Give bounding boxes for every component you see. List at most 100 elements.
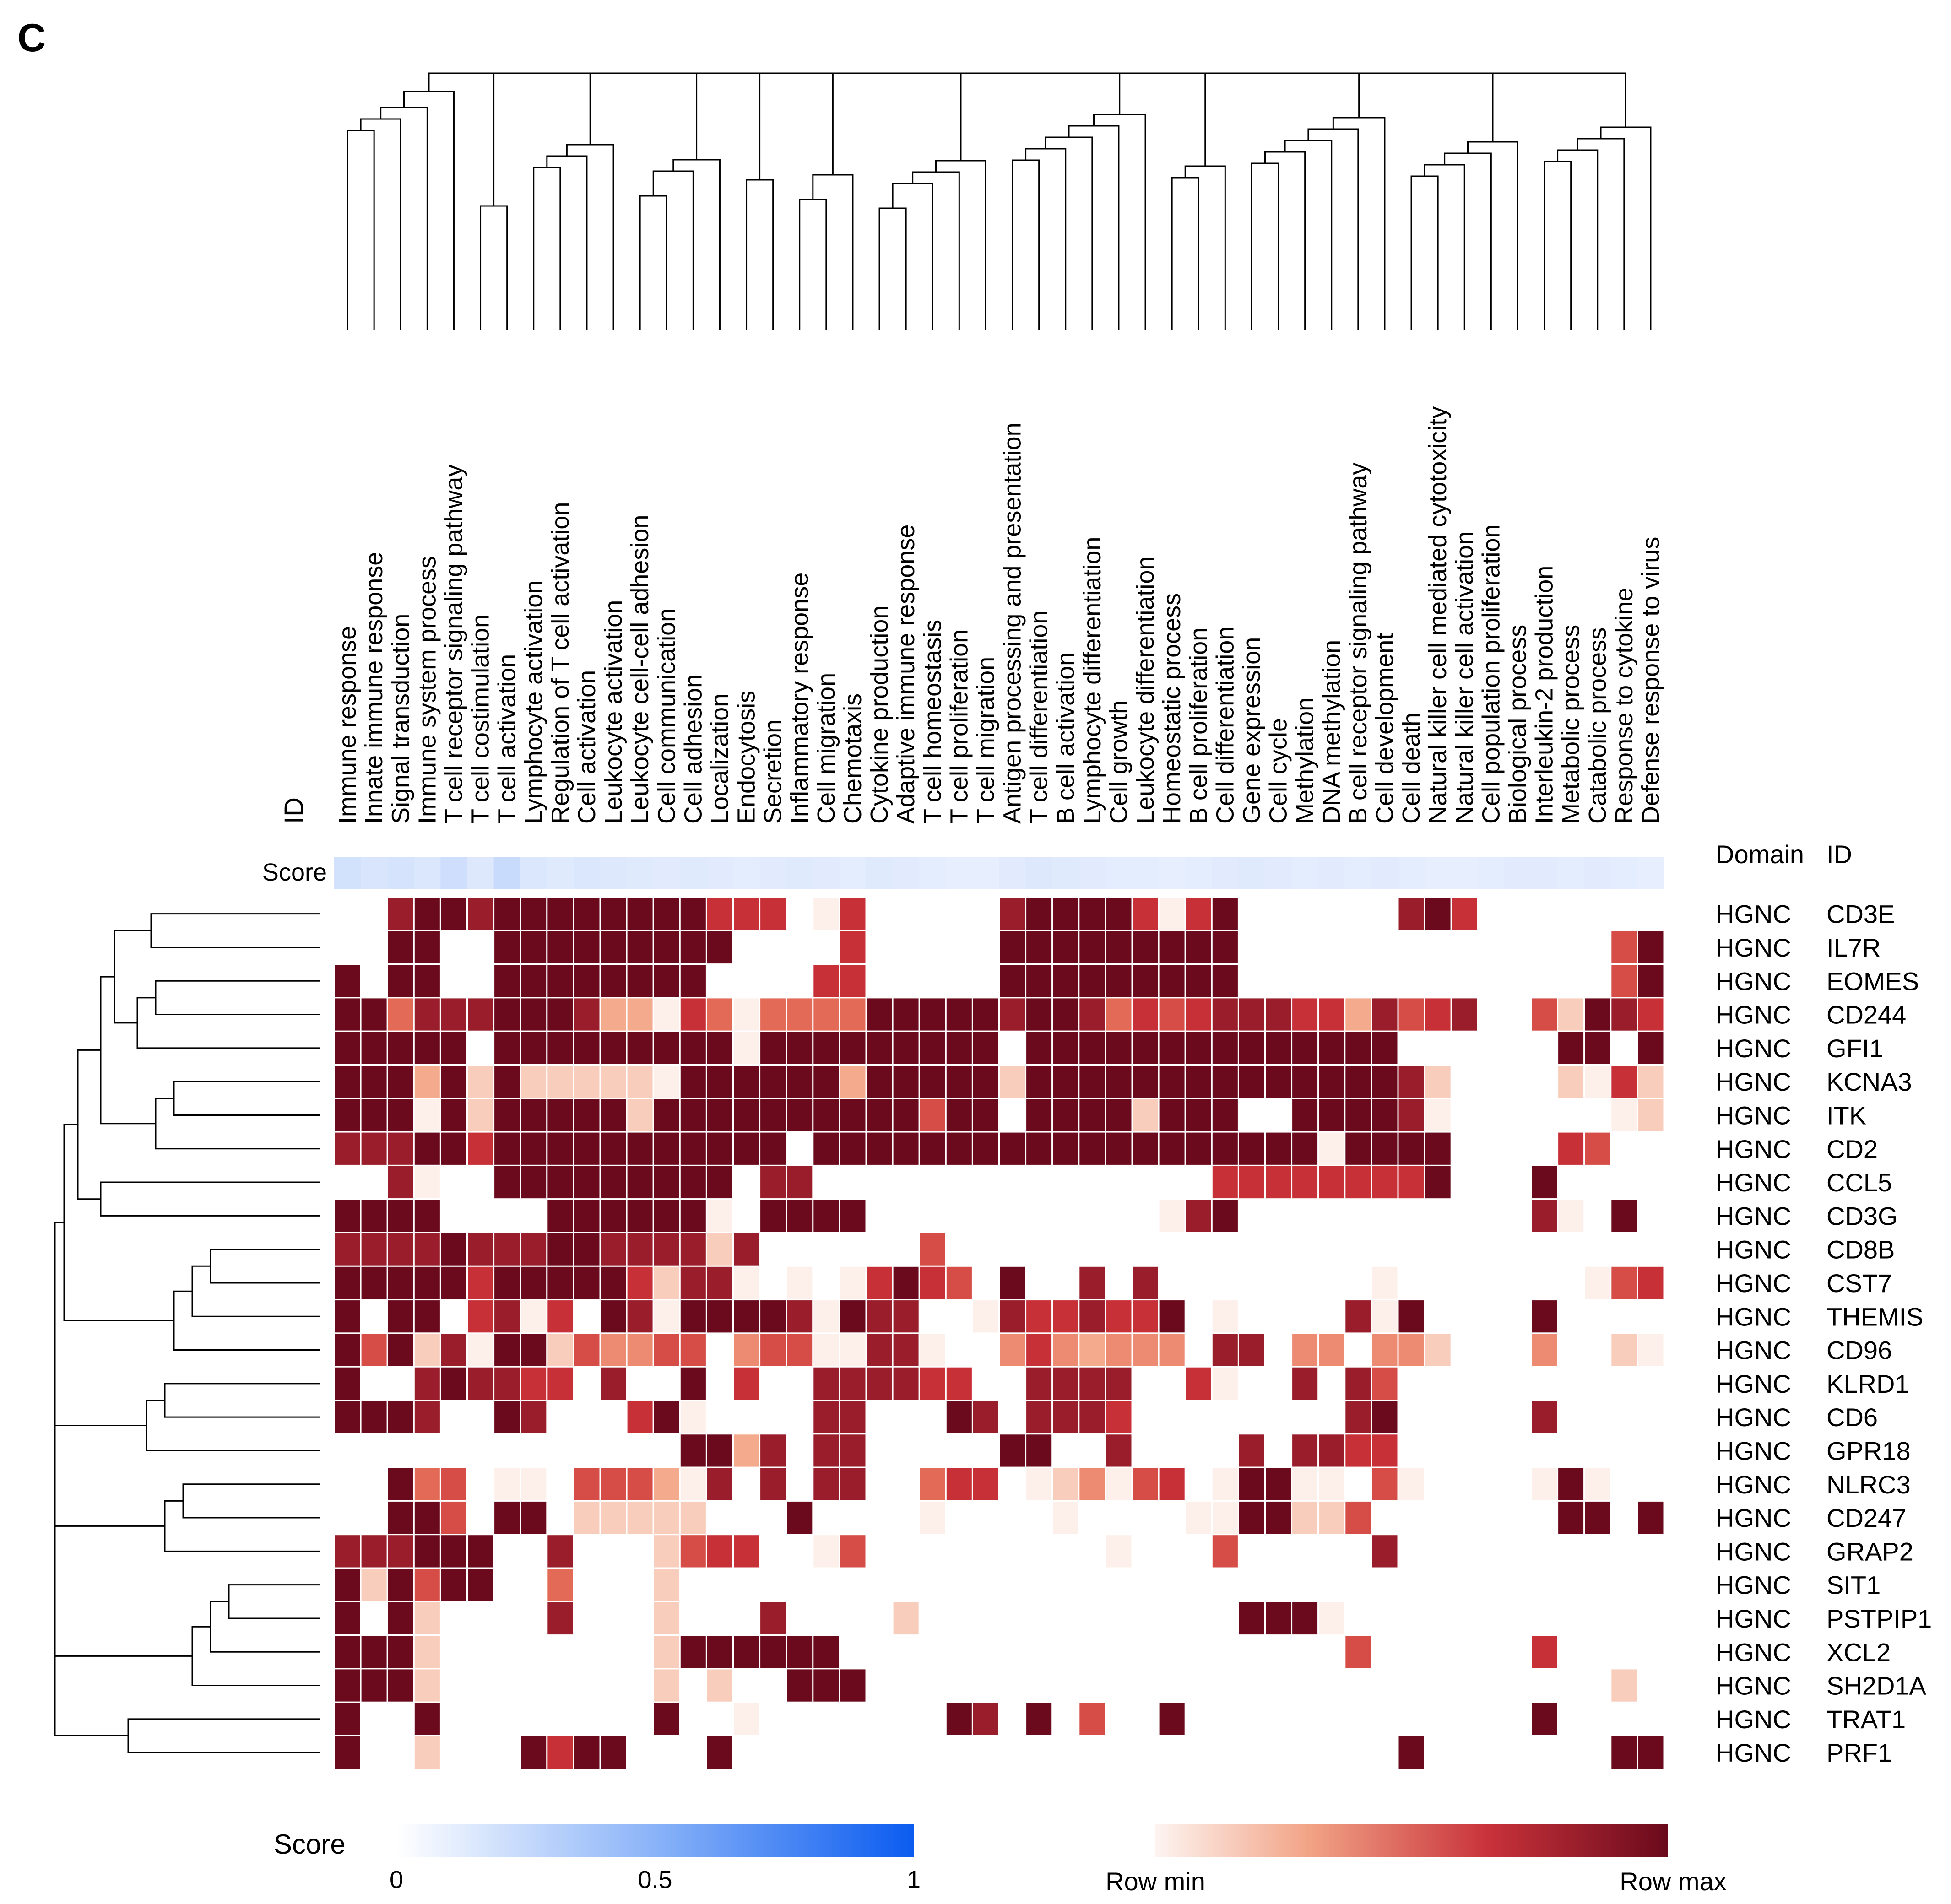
heatmap-cell (466, 1534, 495, 1569)
heatmap-cell (1025, 1433, 1053, 1468)
heatmap-cell (360, 1131, 388, 1166)
heatmap-cell (812, 1332, 840, 1368)
heatmap-cell (439, 1098, 468, 1133)
heatmap-cell (493, 1131, 521, 1166)
heatmap-cell (1078, 997, 1106, 1032)
row-id-label: THEMIS (1826, 1302, 1924, 1331)
dendrogram-branch (1557, 149, 1599, 197)
heatmap-cell (679, 1098, 707, 1133)
heatmap-cell (679, 1232, 707, 1267)
heatmap-cell (786, 1500, 814, 1536)
column-label: T cell costimulation (467, 614, 494, 824)
heatmap-cell (1530, 1332, 1559, 1368)
heatmap-cell (786, 1098, 814, 1133)
heatmap-cell (1105, 930, 1133, 965)
dendrogram-branch (1424, 164, 1465, 236)
heatmap-cell (1078, 896, 1106, 931)
heatmap-cell (705, 1466, 734, 1502)
heatmap-cell (1131, 1265, 1160, 1301)
heatmap-cell (839, 963, 867, 999)
heatmap-cell (599, 1164, 628, 1200)
column-label: T cell migration (972, 657, 999, 824)
column-label: Metabolic process (1557, 625, 1585, 824)
score-cell (706, 857, 734, 889)
heatmap-cell (1025, 963, 1053, 999)
score-cell (520, 857, 547, 889)
heatmap-cell (652, 1601, 681, 1636)
heatmap-cell (386, 896, 415, 931)
heatmap-cell (759, 1601, 787, 1636)
heatmap-cell (1237, 1466, 1266, 1502)
heatmap-cell (998, 1131, 1027, 1166)
heatmap-cell (1637, 997, 1665, 1032)
heatmap-cell (333, 1232, 362, 1267)
heatmap-cell (1131, 896, 1160, 931)
heatmap-cell (386, 1164, 415, 1200)
heatmap-cell (1025, 896, 1053, 931)
heatmap-cell (1158, 1299, 1186, 1334)
row-id-label: EOMES (1826, 967, 1919, 995)
heatmap-cell (493, 1400, 521, 1435)
heatmap-cell (1583, 1265, 1612, 1301)
heatmap-cell (493, 963, 521, 999)
row-domain-label: HGNC (1716, 1403, 1791, 1432)
dendrogram-branch (1068, 125, 1120, 195)
heatmap-cell (333, 1131, 362, 1166)
heatmap-cell (439, 1030, 468, 1066)
score-cell (1132, 857, 1159, 889)
heatmap-cell (945, 1064, 973, 1099)
row-id-label: TRAT1 (1826, 1705, 1906, 1734)
dendrogram-branch (480, 205, 508, 242)
column-label: Innate immune response (360, 552, 388, 824)
column-label: Lymphocyte activation (520, 580, 547, 824)
heatmap-cell (333, 1668, 362, 1703)
heatmap-cell (1371, 1131, 1399, 1166)
heatmap-cell (573, 1030, 601, 1066)
heatmap-cell (1211, 930, 1239, 965)
heatmap-cell (1264, 1030, 1293, 1066)
heatmap-cell (546, 1232, 574, 1267)
heatmap-cell (786, 1332, 814, 1368)
heatmap-cell (652, 1400, 681, 1435)
heatmap-cell (493, 1164, 521, 1200)
heatmap-cell (546, 1735, 574, 1770)
heatmap-cell (1211, 963, 1239, 999)
heatmap-cell (918, 1332, 947, 1368)
heatmap-cell (892, 1366, 920, 1401)
heatmap-cell (599, 1500, 628, 1536)
heatmap-cell (413, 930, 441, 965)
heatmap-cell (892, 1131, 920, 1166)
heatmap-cell (360, 1265, 388, 1301)
heatmap-cell (1317, 1131, 1346, 1166)
heatmap-cell (1291, 1601, 1319, 1636)
score-cell (733, 857, 760, 889)
heatmap-cell (679, 1030, 707, 1066)
heatmap-cell (1237, 1332, 1266, 1368)
heatmap-cell (1078, 930, 1106, 965)
heatmap-cell (786, 1299, 814, 1334)
heatmap-cell (626, 1232, 654, 1267)
column-label: Gene expression (1238, 637, 1265, 824)
heatmap-cell (413, 1164, 441, 1200)
score-cell (999, 857, 1026, 889)
column-label: T cell receptor signaling pathway (440, 465, 467, 824)
heatmap-cell (918, 1265, 947, 1301)
row-domain-label: HGNC (1716, 1101, 1791, 1130)
heatmap-cell (679, 1198, 707, 1233)
dendrogram-branch (1012, 159, 1040, 196)
heatmap-cell (626, 896, 654, 931)
heatmap-cell (573, 1131, 601, 1166)
heatmap-cell (520, 1064, 548, 1099)
heatmap-cell (1583, 1030, 1612, 1066)
dendrogram-branch (1251, 162, 1279, 199)
heatmap-cell (839, 1400, 867, 1435)
dendrogram-branch (1093, 114, 1146, 220)
dendrogram-branch (912, 171, 960, 219)
heatmap-cell (971, 1701, 1000, 1736)
heatmap-cell (1078, 1366, 1106, 1401)
heatmap-cell (413, 1534, 441, 1569)
heatmap-cell (1371, 1534, 1399, 1569)
heatmap-cell (333, 1332, 362, 1368)
heatmap-cell (599, 1299, 628, 1334)
heatmap-cell (386, 1030, 415, 1066)
